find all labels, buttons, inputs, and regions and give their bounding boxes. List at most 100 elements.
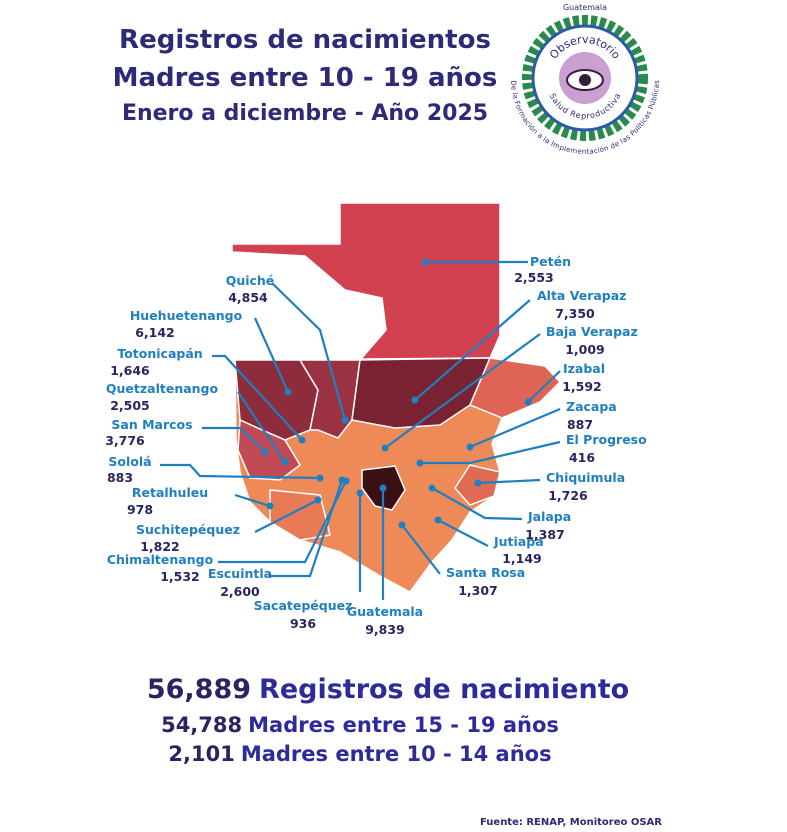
summary-row: 54,788 Madres entre 15 - 19 años [161, 713, 559, 737]
department-name: Petén [530, 254, 571, 269]
summary: 56,889 Registros de nacimiento 54,788 Madr… [147, 674, 629, 766]
department-value: 1,822 [140, 539, 180, 554]
leader-dot [266, 502, 274, 510]
leader-line [160, 463, 321, 480]
leader-line [202, 426, 266, 453]
department-name: San Marcos [111, 417, 192, 432]
leader-line [218, 480, 347, 564]
department-value: 1,726 [548, 488, 588, 503]
department-name: Izabal [563, 361, 605, 376]
total-value: 56,889 [147, 674, 251, 705]
leader-line [212, 354, 303, 441]
row-label: Madres entre 15 - 19 años [248, 713, 559, 737]
department-value: 9,839 [365, 622, 405, 637]
department-name: Quetzaltenango [106, 381, 219, 396]
leader-dot [428, 484, 436, 492]
department-value: 1,149 [502, 551, 542, 566]
department-value: 936 [290, 616, 316, 631]
leader-dot [316, 474, 324, 482]
department-name: Chiquimula [546, 470, 625, 485]
subtitle: Madres entre 10 - 19 años [113, 63, 498, 93]
department-value: 1,387 [525, 527, 565, 542]
leader-dot [298, 436, 306, 444]
department-name: Zacapa [566, 399, 617, 414]
department-name: Huehuetenango [130, 308, 243, 323]
department-value: 4,854 [228, 290, 268, 305]
logo-pupil [579, 74, 591, 86]
leader-line [254, 499, 319, 533]
department-name: Sololá [108, 454, 151, 469]
leader-dot [281, 458, 289, 466]
summary-row: 2,101 Madres entre 10 - 14 años [168, 742, 551, 766]
department-name: Totonicapán [117, 346, 202, 361]
leader-dot [381, 444, 389, 452]
leader-dot [356, 489, 364, 497]
source: Fuente: RENAP, Monitoreo OSAR [480, 817, 662, 828]
title: Registros de nacimientos [119, 25, 491, 55]
department-name: Jalapa [527, 509, 571, 524]
department-value: 1,646 [110, 363, 150, 378]
total-label: Registros de nacimiento [259, 674, 629, 705]
leader-dot [466, 443, 474, 451]
department-name: Jutiapa [493, 534, 544, 549]
leader-dot [398, 521, 406, 529]
department-value: 7,350 [555, 306, 595, 321]
department-name: Sacatepéquez [254, 598, 353, 613]
period: Enero a diciembre - Año 2025 [122, 101, 488, 126]
department-name: Alta Verapaz [537, 288, 626, 303]
leader-line [271, 282, 347, 421]
leader-dot [341, 416, 349, 424]
leader-dot [474, 479, 482, 487]
leader-dot [314, 496, 322, 504]
department-value: 2,553 [514, 270, 554, 285]
department-name: Guatemala [347, 604, 423, 619]
leader-dot [261, 448, 269, 456]
logo: Guatemala Observatorio Salud Reproductiv… [509, 3, 661, 156]
department-value: 887 [567, 417, 593, 432]
department-value: 2,505 [110, 398, 150, 413]
department-value: 3,776 [105, 433, 145, 448]
logo-country: Guatemala [563, 3, 607, 12]
leader-dot [379, 484, 387, 492]
leader-line [437, 519, 489, 547]
region-izabal [469, 357, 562, 419]
department-value: 1,009 [565, 342, 605, 357]
leader-line [477, 478, 541, 485]
department-name: Baja Verapaz [546, 324, 638, 339]
total: 56,889 Registros de nacimiento [147, 674, 629, 705]
row-value: 54,788 [161, 713, 242, 737]
leader-dot [284, 388, 292, 396]
leader-dot [411, 396, 419, 404]
leader-dot [342, 477, 350, 485]
leader-dot [434, 516, 442, 524]
leader-line [431, 487, 523, 521]
leader-line [234, 493, 271, 508]
leader-line [401, 524, 441, 575]
department-name: Quiché [226, 273, 275, 288]
leader-line [420, 440, 561, 465]
department-name: Escuintla [208, 566, 272, 581]
department-name: El Progreso [566, 432, 647, 447]
leader-line [469, 407, 561, 449]
department-name: Chimaltenango [107, 552, 214, 567]
leader-line [527, 370, 561, 403]
department-value: 6,142 [135, 325, 175, 340]
row-label: Madres entre 10 - 14 años [241, 742, 552, 766]
department-name: Retalhuleu [132, 485, 208, 500]
row-value: 2,101 [168, 742, 234, 766]
leader-line [237, 391, 286, 463]
leader-dot [421, 258, 429, 266]
department-value: 978 [127, 502, 153, 517]
department-value: 1,307 [458, 583, 498, 598]
department-name: Suchitepéquez [136, 522, 240, 537]
leader-line [253, 317, 290, 393]
department-value: 2,600 [220, 584, 260, 599]
map [231, 202, 562, 593]
leader-line [384, 333, 541, 449]
leader-dot [524, 398, 532, 406]
department-name: Santa Rosa [446, 565, 525, 580]
department-value: 883 [107, 470, 133, 485]
department-value: 1,592 [562, 379, 602, 394]
